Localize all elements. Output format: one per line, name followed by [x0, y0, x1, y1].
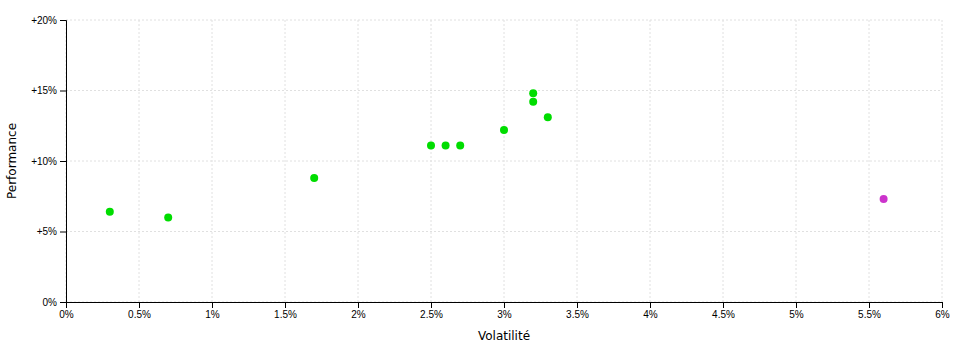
- x-tick-label: 4%: [643, 309, 658, 320]
- grid-line: [66, 20, 942, 21]
- x-tick-label: 3%: [497, 309, 512, 320]
- x-tick-label: 6%: [935, 309, 950, 320]
- x-tick: 1%: [205, 302, 220, 320]
- x-tick-label: 0%: [59, 309, 74, 320]
- x-axis-title: Volatilité: [478, 329, 530, 343]
- point: [442, 141, 450, 149]
- point: [106, 208, 114, 216]
- x-tick: 4.5%: [712, 302, 735, 320]
- y-tick-label: +20%: [31, 15, 57, 26]
- series: [106, 89, 552, 221]
- y-tick-label: +5%: [37, 226, 57, 237]
- y-tick-mark: [60, 91, 66, 92]
- chart: 0%0.5%1%1.5%2%2.5%3%3.5%4%4.5%5%5.5%6%0%…: [0, 0, 966, 350]
- grid-line: [285, 20, 286, 302]
- x-axis: 0% 0.5% 1% 1.5% 2% 2.5% 3% 3.5% 4% 4.5% 5% 5.5% 6%: [59, 302, 950, 320]
- x-tick: 3%: [497, 302, 512, 320]
- point: [544, 113, 552, 121]
- x-tick: 3.5%: [566, 302, 589, 320]
- grid-line: [66, 90, 942, 91]
- plot: 0%0.5%1%1.5%2%2.5%3%3.5%4%4.5%5%5.5%6%0%…: [31, 15, 950, 320]
- x-tick-label: 1%: [205, 309, 220, 320]
- x-tick-mark: [650, 302, 651, 308]
- x-tick-mark: [139, 302, 140, 308]
- y-tick: +15%: [31, 85, 66, 96]
- x-tick-mark: [942, 302, 943, 308]
- y-tick-mark: [60, 20, 66, 21]
- x-tick-mark: [796, 302, 797, 308]
- y-axis-line: [60, 21, 67, 303]
- marks: [106, 89, 888, 221]
- x-tick-mark: [431, 302, 432, 308]
- x-tick-label: 5.5%: [858, 309, 881, 320]
- x-tick-label: 5%: [789, 309, 804, 320]
- y-tick-label: +10%: [31, 156, 57, 167]
- x-tick-label: 0.5%: [128, 309, 151, 320]
- x-tick-mark: [577, 302, 578, 308]
- x-tick-mark: [212, 302, 213, 308]
- grid-line: [66, 161, 942, 162]
- y-axis: 0% +5% +10% +15% +20%: [31, 15, 66, 308]
- grid: [66, 20, 942, 302]
- x-tick-label: 4.5%: [712, 309, 735, 320]
- y-tick-mark: [60, 161, 66, 162]
- x-tick: 0%: [59, 302, 74, 320]
- y-axis-title: Performance: [5, 123, 19, 199]
- x-tick: 2.5%: [420, 302, 443, 320]
- x-tick-mark: [869, 302, 870, 308]
- point: [427, 141, 435, 149]
- x-tick-label: 1.5%: [274, 309, 297, 320]
- grid-line: [869, 20, 870, 302]
- x-tick-label: 2.5%: [420, 309, 443, 320]
- x-tick-mark: [285, 302, 286, 308]
- x-tick: 6%: [935, 302, 950, 320]
- x-tick: 1.5%: [274, 302, 297, 320]
- x-tick: 5%: [789, 302, 804, 320]
- y-tick-label: 0%: [43, 297, 58, 308]
- x-tick: 5.5%: [858, 302, 881, 320]
- y-tick-label: +15%: [31, 85, 57, 96]
- x-tick: 2%: [351, 302, 366, 320]
- point: [164, 213, 172, 221]
- y-tick: 0%: [43, 297, 66, 308]
- x-tick-label: 3.5%: [566, 309, 589, 320]
- y-tick: +20%: [31, 15, 66, 26]
- point: [500, 126, 508, 134]
- y-tick: +10%: [31, 156, 66, 167]
- y-tick: +5%: [37, 226, 66, 237]
- point: [529, 98, 537, 106]
- x-tick-mark: [504, 302, 505, 308]
- series: [880, 195, 888, 203]
- grid-line: [66, 231, 942, 232]
- x-axis-line: [67, 303, 943, 309]
- x-tick: 4%: [643, 302, 658, 320]
- x-tick-mark: [358, 302, 359, 308]
- x-tick-label: 2%: [351, 309, 366, 320]
- y-tick-mark: [60, 232, 66, 233]
- point: [529, 89, 537, 97]
- y-tick-mark: [60, 302, 66, 303]
- x-tick: 0.5%: [128, 302, 151, 320]
- point: [880, 195, 888, 203]
- point: [456, 141, 464, 149]
- x-tick-mark: [723, 302, 724, 308]
- point: [310, 174, 318, 182]
- grid-line: [577, 20, 578, 302]
